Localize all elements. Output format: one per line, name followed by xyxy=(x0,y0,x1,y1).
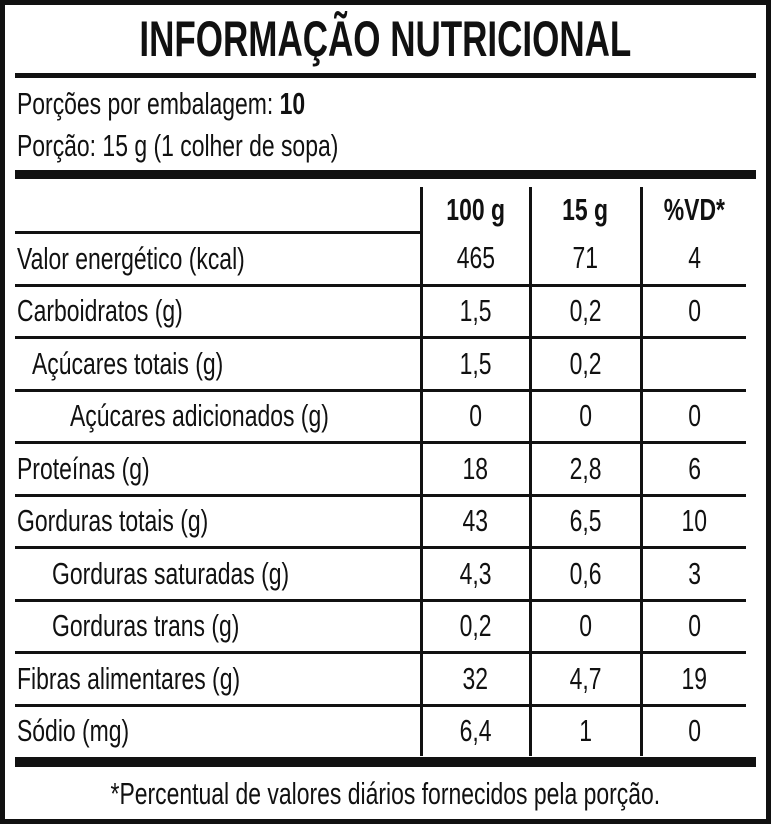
value-100g: 465 xyxy=(419,232,530,287)
value-daily-percent: 0 xyxy=(639,285,746,339)
value-portion: 0,6 xyxy=(528,547,641,602)
value-portion: 71 xyxy=(528,232,641,287)
value-100g: 0,2 xyxy=(419,600,530,654)
value-100g: 0 xyxy=(419,390,530,444)
table-row: Gorduras saturadas (g) 4,3 0,6 3 xyxy=(15,547,746,602)
column-header: 15 g xyxy=(528,187,641,233)
nutrient-name: Proteínas (g) xyxy=(15,442,421,497)
value-100g: 4,3 xyxy=(419,547,530,602)
value-portion: 2,8 xyxy=(528,442,641,497)
value-daily-percent: 0 xyxy=(639,390,746,444)
value-100g: 6,4 xyxy=(419,705,530,756)
value-portion: 0 xyxy=(528,390,641,444)
nutrient-name: Açúcares totais (g) xyxy=(15,337,421,392)
table-row: Proteínas (g) 18 2,8 6 xyxy=(15,442,746,497)
table-row: Gorduras totais (g) 43 6,5 10 xyxy=(15,495,746,549)
nutrient-name: Açúcares adicionados (g) xyxy=(15,390,421,444)
value-portion: 0,2 xyxy=(528,337,641,392)
nutrition-table: 100 g 15 g %VD* Valor energético (kcal) 4… xyxy=(15,187,746,756)
servings-per-package: Porções por embalagem: 10 xyxy=(17,86,406,122)
value-daily-percent: 6 xyxy=(639,442,746,497)
table-row: Açúcares adicionados (g) 0 0 0 xyxy=(15,390,746,444)
servings-label: Porções por embalagem: xyxy=(17,86,274,121)
nutrient-name: Gorduras trans (g) xyxy=(15,600,421,654)
value-daily-percent xyxy=(639,337,746,392)
label-title: INFORMAÇÃO NUTRICIONAL xyxy=(139,11,632,67)
thick-divider xyxy=(15,170,756,179)
column-header: %VD* xyxy=(639,187,746,233)
divider xyxy=(15,73,756,78)
value-portion: 0,2 xyxy=(528,285,641,339)
value-100g: 1,5 xyxy=(419,285,530,339)
nutrient-name: Gorduras totais (g) xyxy=(15,495,421,549)
table-row: Valor energético (kcal) 465 71 4 xyxy=(15,232,746,287)
nutrient-name: Valor energético (kcal) xyxy=(15,232,421,287)
nutrient-name: Fibras alimentares (g) xyxy=(15,652,421,707)
value-daily-percent: 19 xyxy=(639,652,746,707)
value-daily-percent: 0 xyxy=(639,705,746,756)
value-100g: 18 xyxy=(419,442,530,497)
table-row: Açúcares totais (g) 1,5 0,2 xyxy=(15,337,746,392)
table-row: Sódio (mg) 6,4 1 0 xyxy=(15,705,746,756)
table-header: 100 g 15 g %VD* xyxy=(15,187,746,234)
value-portion: 1 xyxy=(528,705,641,756)
footnote: *Percentual de valores diários fornecido… xyxy=(110,776,661,811)
thick-divider xyxy=(15,757,756,767)
value-100g: 1,5 xyxy=(419,337,530,392)
value-100g: 43 xyxy=(419,495,530,549)
column-header: 100 g xyxy=(419,187,530,233)
value-portion: 6,5 xyxy=(528,495,641,549)
value-daily-percent: 4 xyxy=(639,232,746,287)
value-daily-percent: 3 xyxy=(639,547,746,602)
nutrient-name: Carboidratos (g) xyxy=(15,285,421,339)
servings-value: 10 xyxy=(279,86,306,121)
value-daily-percent: 10 xyxy=(639,495,746,549)
table-row: Fibras alimentares (g) 32 4,7 19 xyxy=(15,652,746,707)
portion-size: Porção: 15 g (1 colher de sopa) xyxy=(17,128,339,163)
value-portion: 4,7 xyxy=(528,652,641,707)
nutrient-name: Sódio (mg) xyxy=(17,713,130,749)
value-portion: 0 xyxy=(528,600,641,654)
table-row: Carboidratos (g) 1,5 0,2 0 xyxy=(15,285,746,339)
table-row: Gorduras trans (g) 0,2 0 0 xyxy=(15,600,746,654)
nutrient-name: Gorduras saturadas (g) xyxy=(15,547,421,602)
value-100g: 32 xyxy=(419,652,530,707)
value-daily-percent: 0 xyxy=(639,600,746,654)
